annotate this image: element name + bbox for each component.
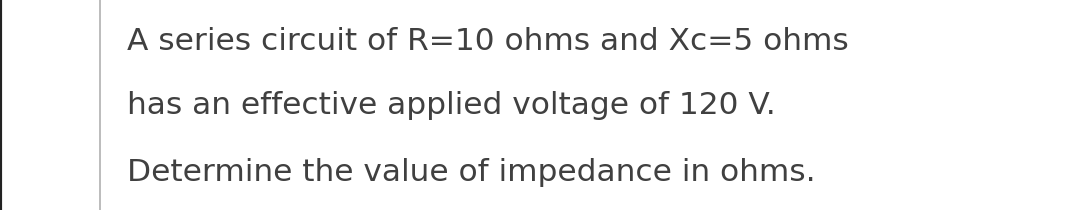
Text: A series circuit of R=10 ohms and Xc=5 ohms: A series circuit of R=10 ohms and Xc=5 o…: [127, 28, 849, 56]
Text: has an effective applied voltage of 120 V.: has an effective applied voltage of 120 …: [127, 91, 777, 119]
Text: Determine the value of impedance in ohms.: Determine the value of impedance in ohms…: [127, 158, 816, 187]
